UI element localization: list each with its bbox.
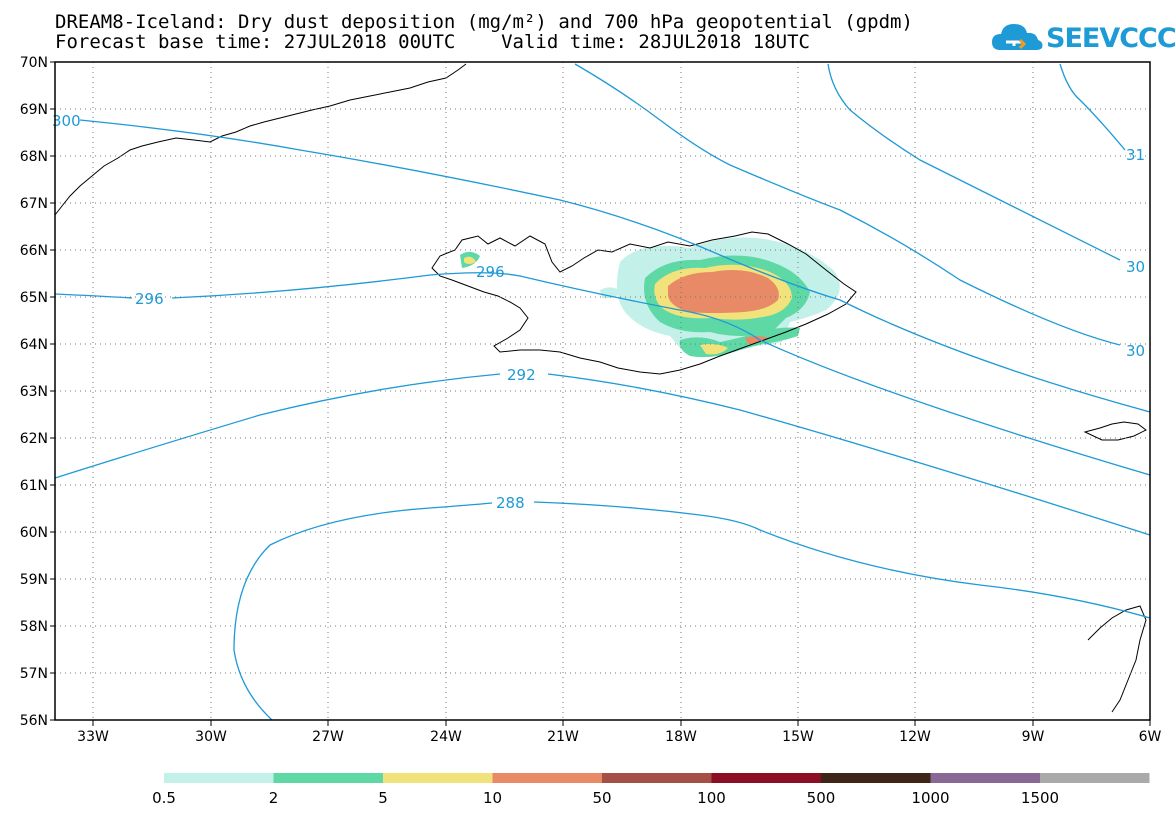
legend-label: 100 [697, 789, 726, 807]
legend-label: 500 [807, 789, 836, 807]
lat-label-56n: 56N [20, 713, 48, 729]
legend-swatch-4 [492, 773, 602, 783]
lon-label-33w: 33W [77, 729, 109, 745]
chart-subtitle: Forecast base time: 27JUL2018 00UTC Vali… [55, 31, 810, 53]
lon-label-15w: 15W [782, 729, 814, 745]
contour-labels: 300 296 296 292 288 31 30 30 [52, 112, 1145, 512]
legend-label: 1000 [911, 789, 949, 807]
logo-text: SEEVCCC [1046, 23, 1175, 54]
faroe-coastline [1083, 421, 1147, 441]
lat-label-70n: 70N [20, 55, 48, 71]
chart-title: DREAM8-Iceland: Dry dust deposition (mg/… [55, 11, 913, 33]
lat-label-65n: 65N [20, 290, 48, 306]
geopotential-contours [54, 63, 1151, 721]
lat-label-64n: 64N [20, 337, 48, 353]
lat-label-62n: 62N [20, 431, 48, 447]
lon-label-30w: 30W [195, 729, 227, 745]
lon-label-21w: 21W [547, 729, 579, 745]
lat-label-57n: 57N [20, 666, 48, 682]
contour-308 [827, 63, 1121, 261]
contour-label-300: 300 [52, 112, 81, 130]
contour-label-288: 288 [496, 494, 525, 512]
legend-label: 0.5 [152, 789, 176, 807]
legend-label: 10 [483, 789, 502, 807]
legend-swatch-7 [821, 773, 931, 783]
legend-swatch-8 [930, 773, 1040, 783]
lat-label-66n: 66N [20, 243, 48, 259]
contour-292 [54, 373, 1151, 536]
legend-label: 2 [269, 789, 279, 807]
contour-label-292: 292 [507, 366, 536, 384]
lon-label-9w: 9W [1022, 729, 1045, 745]
contour-label-296-west: 296 [135, 290, 164, 308]
contour-300 [79, 119, 1151, 413]
contour-288 [233, 501, 1151, 721]
iceland-coastline [431, 231, 857, 375]
scotland-coastline [1087, 605, 1147, 713]
lon-label-18w: 18W [665, 729, 697, 745]
cloud-icon [992, 24, 1043, 50]
lat-label-67n: 67N [20, 196, 48, 212]
legend-label: 1500 [1021, 789, 1059, 807]
contour-296 [54, 272, 1151, 476]
latitude-axis [50, 61, 55, 721]
lon-label-24w: 24W [430, 729, 462, 745]
lon-label-27w: 27W [312, 729, 344, 745]
coastlines [54, 63, 1147, 713]
lat-label-68n: 68N [20, 149, 48, 165]
legend-swatch-3 [383, 773, 493, 783]
contour-312 [1059, 63, 1126, 151]
lat-label-59n: 59N [20, 572, 48, 588]
lat-label-63n: 63N [20, 384, 48, 400]
legend-swatch-9 [1040, 773, 1150, 783]
dust-deposition-field [460, 237, 840, 358]
contour-label-308: 30 [1126, 258, 1145, 276]
contour-304 [574, 63, 1121, 346]
lat-label-58n: 58N [20, 619, 48, 635]
longitude-axis [92, 720, 1151, 726]
color-legend: 0.5 2 5 10 50 100 500 1000 1500 [152, 773, 1150, 807]
contour-label-304: 30 [1126, 342, 1145, 360]
seevccc-logo: SEEVCCC [990, 20, 1175, 56]
legend-label: 5 [378, 789, 388, 807]
legend-swatch-5 [602, 773, 712, 783]
legend-label: 50 [592, 789, 611, 807]
contour-label-296-iceland: 296 [476, 263, 505, 281]
lon-label-6w: 6W [1139, 729, 1162, 745]
contour-label-312: 31 [1126, 146, 1145, 164]
legend-swatch-6 [711, 773, 821, 783]
greenland-coastline [54, 63, 467, 216]
legend-swatch-1 [164, 773, 274, 783]
lat-label-60n: 60N [20, 525, 48, 541]
lon-label-12w: 12W [899, 729, 931, 745]
lat-label-61n: 61N [20, 478, 48, 494]
graticule [55, 62, 1150, 720]
legend-swatch-2 [273, 773, 383, 783]
lat-label-69n: 69N [20, 102, 48, 118]
